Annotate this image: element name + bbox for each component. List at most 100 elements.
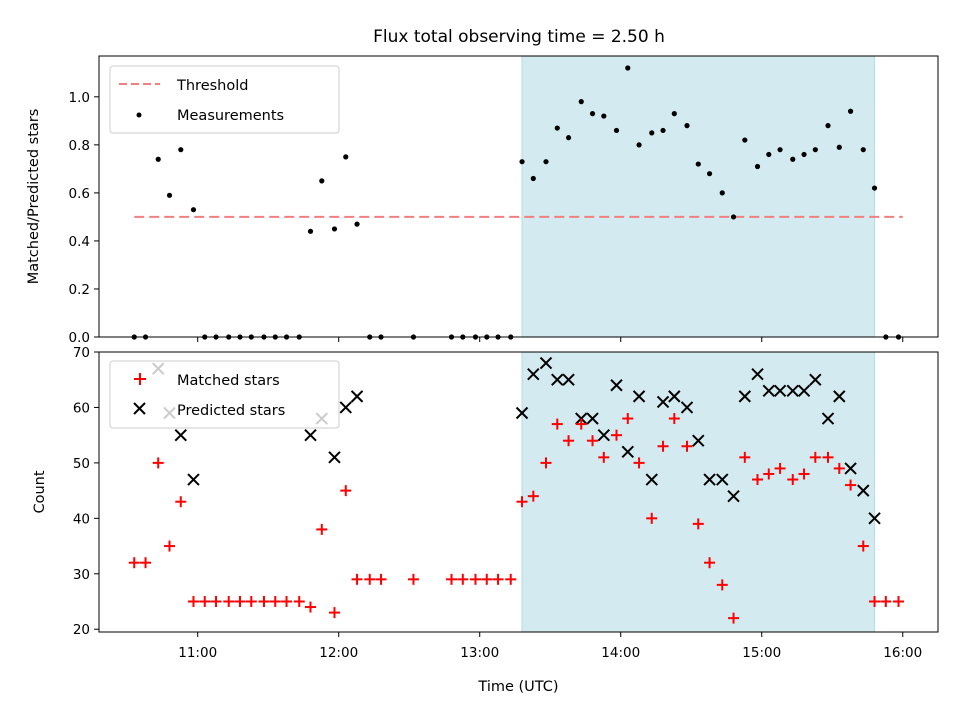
x-tick-label: 14:00 bbox=[601, 645, 640, 661]
measurement-point bbox=[613, 127, 620, 134]
bottom-y-tick-label: 50 bbox=[73, 456, 90, 472]
predicted-star-point bbox=[597, 428, 611, 442]
predicted-star-point bbox=[575, 412, 588, 425]
measurement-point bbox=[190, 207, 197, 213]
x-tick-label: 15:00 bbox=[742, 645, 781, 661]
legend-threshold-label: Threshold bbox=[176, 78, 248, 94]
top-legend: Threshold Measurements bbox=[109, 65, 340, 134]
matched-star-point bbox=[210, 596, 222, 608]
matched-star-point bbox=[516, 496, 528, 508]
predicted-star-point bbox=[821, 412, 835, 425]
predicted-star-point bbox=[727, 489, 740, 503]
matched-star-point bbox=[668, 413, 680, 425]
measurement-point bbox=[554, 125, 560, 131]
predicted-star-point bbox=[328, 451, 341, 464]
matched-star-point bbox=[140, 557, 152, 569]
matched-star-point bbox=[728, 612, 740, 624]
bottom-legend-box bbox=[109, 360, 340, 429]
measurement-point bbox=[684, 123, 690, 129]
measurement-point bbox=[766, 151, 772, 158]
matched-star-point bbox=[457, 573, 469, 585]
bottom-panel: 20 30 40 50 60 70 11:00 12:00 13:00 14:00 15:00 16:… bbox=[32, 345, 939, 695]
matched-star-point bbox=[763, 468, 775, 480]
measurement-point bbox=[543, 159, 549, 165]
top-y-tick-label: 1.0 bbox=[69, 90, 90, 106]
matched-star-point bbox=[833, 462, 845, 474]
predicted-star-point bbox=[339, 401, 352, 414]
predicted-star-point bbox=[350, 390, 364, 403]
predicted-star-point bbox=[751, 367, 764, 381]
measurement-point bbox=[719, 190, 725, 196]
measurement-point bbox=[730, 214, 737, 220]
matched-star-point bbox=[340, 485, 352, 497]
measurement-point bbox=[601, 113, 607, 119]
matched-star-point bbox=[305, 601, 317, 613]
measurement-point bbox=[636, 142, 642, 148]
top-axis-ticks: 0.0 0.2 0.4 0.6 0.8 1.0 bbox=[69, 90, 904, 346]
predicted-star-point bbox=[762, 384, 775, 398]
measurement-point bbox=[871, 185, 878, 191]
matched-star-point bbox=[681, 440, 693, 452]
matched-star-point bbox=[551, 418, 563, 430]
measurement-legend-swatch bbox=[136, 112, 142, 118]
predicted-star-point bbox=[527, 367, 540, 381]
top-y-tick-label: 0.4 bbox=[69, 234, 90, 250]
top-plot-frame bbox=[98, 55, 939, 338]
matched-star-point bbox=[869, 596, 881, 608]
matched-star-point bbox=[598, 451, 610, 463]
matched-legend-swatch bbox=[134, 373, 146, 385]
matched-star-points bbox=[128, 413, 905, 624]
top-y-tick-label: 0.8 bbox=[69, 138, 90, 154]
measurement-point bbox=[671, 111, 677, 117]
matched-star-point bbox=[527, 490, 539, 502]
predicted-star-point bbox=[738, 390, 752, 403]
predicted-star-point bbox=[610, 379, 623, 392]
x-tick-label: 12:00 bbox=[319, 645, 358, 661]
matched-star-point bbox=[540, 457, 552, 469]
predicted-star-point bbox=[632, 390, 646, 403]
chart-title: Flux total observing time = 2.50 h bbox=[373, 27, 665, 47]
measurement-point bbox=[331, 226, 338, 232]
predicted-star-point bbox=[773, 384, 787, 398]
observing-window-shade-bottom bbox=[521, 351, 876, 633]
top-y-axis-label: Matched/Predicted stars bbox=[26, 109, 42, 285]
matched-star-point bbox=[245, 596, 257, 608]
measurement-point bbox=[706, 171, 713, 177]
measurement-point bbox=[801, 151, 807, 158]
measurement-point bbox=[695, 161, 701, 167]
predicted-star-point bbox=[797, 384, 811, 398]
matched-star-point bbox=[469, 573, 481, 585]
matched-star-point bbox=[575, 418, 587, 430]
predicted-star-point bbox=[174, 428, 187, 442]
measurement-point bbox=[742, 137, 748, 143]
observing-window-shade-top bbox=[521, 55, 876, 338]
bottom-plot-frame bbox=[98, 351, 939, 633]
measurement-point bbox=[166, 192, 173, 198]
predicted-star-point bbox=[304, 428, 317, 442]
bottom-y-tick-label: 40 bbox=[73, 511, 90, 527]
measurement-point bbox=[589, 111, 596, 117]
measurement-point bbox=[660, 127, 666, 134]
measurement-point bbox=[343, 154, 349, 160]
measurement-point bbox=[625, 65, 631, 71]
matched-star-point bbox=[611, 429, 623, 441]
predicted-star-point bbox=[515, 406, 529, 420]
bottom-y-tick-label: 30 bbox=[73, 567, 90, 583]
matched-star-point bbox=[646, 512, 658, 524]
matched-star-point bbox=[787, 474, 799, 486]
matched-star-point bbox=[407, 573, 419, 585]
matched-star-point bbox=[164, 540, 176, 552]
matched-star-point bbox=[822, 451, 834, 463]
measurement-point bbox=[777, 147, 783, 153]
matched-star-point bbox=[492, 573, 504, 585]
matched-star-point bbox=[234, 596, 246, 608]
predicted-star-point bbox=[621, 445, 634, 459]
matched-star-point bbox=[633, 457, 645, 469]
matched-star-point bbox=[880, 596, 892, 608]
matched-star-point bbox=[774, 462, 786, 474]
top-y-tick-label: 0.0 bbox=[69, 330, 90, 346]
measurement-point bbox=[519, 159, 525, 165]
legend-measurements-label: Measurements bbox=[177, 108, 284, 124]
matched-star-point bbox=[752, 474, 764, 486]
measurement-point bbox=[319, 178, 325, 184]
